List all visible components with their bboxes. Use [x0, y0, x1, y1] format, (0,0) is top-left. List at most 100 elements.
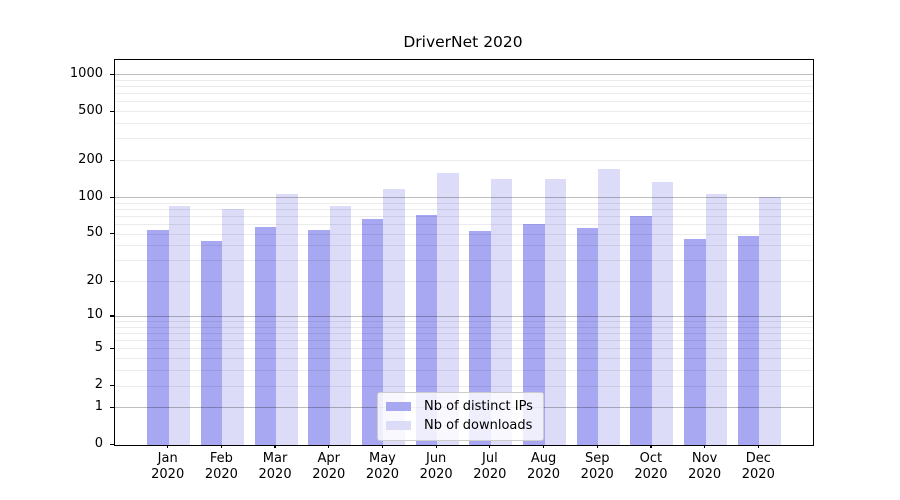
y-tick-1 — [110, 406, 114, 409]
bar-nb-of-distinct-ips-dec — [737, 236, 760, 445]
year-label: 2020 — [741, 466, 775, 482]
year-label: 2020 — [258, 466, 292, 482]
month-label: Jul — [482, 451, 498, 466]
bar-nb-of-distinct-ips-feb — [200, 240, 223, 445]
bar-nb-of-downloads-oct — [651, 181, 674, 445]
bar-nb-of-distinct-ips-may — [361, 218, 384, 445]
month-label: May — [369, 451, 396, 466]
month-label: Apr — [317, 451, 341, 466]
legend-item-distinct-ips: Nb of distinct IPs — [386, 399, 533, 414]
bar-nb-of-distinct-ips-oct — [630, 216, 652, 445]
legend-swatch-distinct-ips — [386, 401, 411, 412]
legend-label-downloads: Nb of downloads — [424, 418, 533, 433]
x-tick-label-jan: Jan 2020 — [138, 451, 198, 482]
bar-nb-of-downloads-jun — [437, 173, 459, 445]
y-tick-5 — [110, 347, 114, 350]
x-tick-may — [381, 444, 384, 448]
x-tick-jul — [489, 444, 491, 448]
month-label: Aug — [530, 451, 557, 466]
x-tick-label-jun: Jun 2020 — [406, 451, 466, 482]
bar-nb-of-downloads-apr — [329, 205, 352, 445]
month-label: Jun — [425, 451, 447, 466]
y-tick-0 — [110, 444, 114, 446]
month-label: Feb — [209, 451, 233, 466]
x-tick-label-may: May 2020 — [352, 451, 412, 482]
legend: Nb of distinct IPs Nb of downloads — [377, 392, 544, 441]
x-tick-label-feb: Feb 2020 — [191, 451, 251, 482]
x-tick-label-mar: Mar 2020 — [245, 451, 305, 482]
x-tick-aug — [542, 444, 545, 448]
x-tick-oct — [650, 444, 652, 448]
bar-nb-of-downloads-jul — [490, 178, 513, 445]
year-label: 2020 — [473, 466, 507, 482]
bar-nb-of-downloads-feb — [222, 209, 244, 445]
bar-nb-of-distinct-ips-sep — [576, 228, 599, 445]
x-tick-jan — [167, 444, 169, 448]
y-tick-label-10: 10 — [86, 307, 103, 323]
bar-nb-of-distinct-ips-nov — [684, 238, 706, 445]
x-tick-jun — [435, 444, 437, 448]
year-label: 2020 — [526, 466, 561, 482]
month-label: Dec — [745, 451, 771, 466]
month-label: Sep — [584, 451, 610, 466]
month-label: Mar — [262, 451, 288, 466]
y-tick-100 — [110, 196, 114, 198]
y-tick-20 — [110, 280, 114, 282]
year-label: 2020 — [312, 466, 346, 482]
x-tick-label-oct: Oct 2020 — [621, 451, 681, 482]
bar-nb-of-distinct-ips-mar — [254, 227, 277, 445]
bar-nb-of-downloads-mar — [276, 193, 298, 445]
y-tick-label-1000: 1000 — [69, 65, 103, 81]
x-tick-label-jul: Jul 2020 — [460, 451, 520, 482]
year-label: 2020 — [151, 466, 185, 482]
year-label: 2020 — [688, 466, 722, 482]
bar-nb-of-downloads-jan — [168, 205, 191, 445]
y-tick-label-200: 200 — [78, 151, 103, 167]
x-tick-feb — [220, 444, 222, 448]
year-label: 2020 — [204, 466, 238, 482]
year-label: 2020 — [580, 466, 614, 482]
y-tick-label-2: 2 — [94, 377, 103, 393]
x-tick-label-nov: Nov 2020 — [675, 451, 735, 482]
x-tick-nov — [704, 444, 706, 448]
y-tick-label-1: 1 — [94, 398, 103, 414]
y-tick-2 — [110, 385, 114, 387]
y-tick-label-20: 20 — [86, 272, 103, 288]
legend-label-distinct-ips: Nb of distinct IPs — [424, 399, 533, 414]
y-tick-label-5: 5 — [94, 339, 103, 355]
bar-nb-of-downloads-sep — [598, 169, 620, 445]
x-tick-apr — [328, 444, 330, 448]
y-tick-50 — [110, 233, 114, 235]
bar-nb-of-distinct-ips-apr — [308, 230, 330, 445]
y-tick-label-0: 0 — [94, 436, 103, 451]
y-tick-label-500: 500 — [78, 102, 103, 118]
bar-nb-of-downloads-aug — [544, 178, 566, 445]
x-tick-label-aug: Aug 2020 — [514, 451, 574, 482]
bar-nb-of-downloads-may — [383, 189, 405, 445]
bar-nb-of-downloads-nov — [705, 194, 728, 445]
x-tick-sep — [596, 444, 598, 448]
plot-area — [114, 59, 814, 446]
x-tick-mar — [274, 444, 276, 448]
bar-nb-of-downloads-dec — [759, 196, 781, 445]
y-tick-500 — [110, 110, 114, 112]
y-tick-label-50: 50 — [86, 225, 103, 241]
x-tick-label-apr: Apr 2020 — [299, 451, 359, 482]
bars-layer — [115, 60, 813, 445]
x-tick-label-dec: Dec 2020 — [728, 451, 788, 482]
bar-nb-of-distinct-ips-jul — [469, 231, 491, 445]
legend-swatch-downloads — [386, 420, 411, 431]
y-tick-label-100: 100 — [78, 188, 103, 204]
x-tick-label-sep: Sep 2020 — [567, 451, 627, 482]
x-tick-dec — [757, 444, 759, 448]
bar-nb-of-distinct-ips-aug — [523, 223, 545, 445]
legend-item-downloads: Nb of downloads — [386, 418, 533, 433]
month-label: Jan — [157, 451, 178, 466]
chart-title: DriverNet 2020 — [403, 33, 523, 51]
y-tick-10 — [110, 315, 114, 317]
bar-nb-of-distinct-ips-jun — [415, 214, 438, 445]
month-label: Oct — [639, 451, 663, 466]
year-label: 2020 — [365, 466, 399, 482]
bar-nb-of-distinct-ips-jan — [147, 230, 169, 445]
